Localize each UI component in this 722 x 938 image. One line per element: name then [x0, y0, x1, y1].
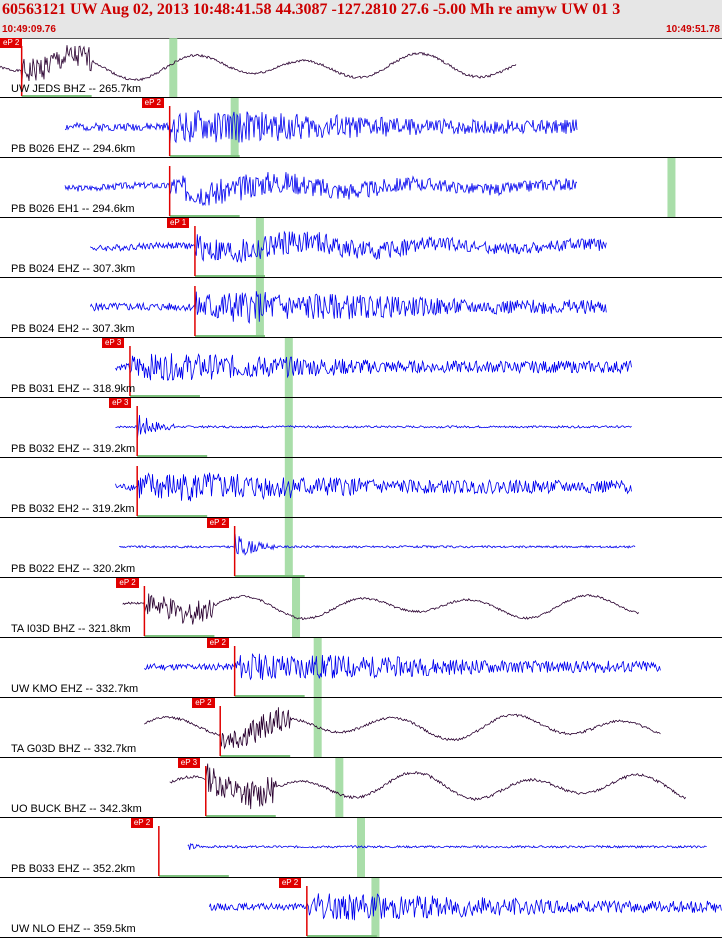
record-header: 60563121 UW Aug 02, 2013 10:48:41.58 44.…: [0, 0, 722, 39]
waveform-plot: [89, 278, 607, 337]
trace-row[interactable]: eP 3 UO BUCK BHZ -- 342.3km: [0, 758, 722, 818]
station-label: TA I03D BHZ -- 321.8km: [11, 623, 131, 635]
phase-pick-label[interactable]: eP 3: [177, 758, 201, 768]
waveform-trace: [144, 707, 661, 750]
trace-row[interactable]: PB B026 EH1 -- 294.6km: [0, 158, 722, 218]
time-window-marker[interactable]: [667, 158, 676, 218]
trace-row[interactable]: PB B032 EH2 -- 319.2km: [0, 458, 722, 518]
waveform-trace: [64, 109, 578, 144]
time-window-marker[interactable]: [255, 218, 264, 278]
phase-pick-label[interactable]: eP 2: [130, 818, 154, 828]
waveform-trace: [122, 593, 640, 625]
station-label: PB B031 EHZ -- 318.9km: [11, 383, 136, 395]
trace-row[interactable]: eP 2 UW KMO EHZ -- 332.7km: [0, 638, 722, 698]
trace-row[interactable]: eP 3 PB B031 EHZ -- 318.9km: [0, 338, 722, 398]
waveform-plot: [90, 218, 607, 278]
station-label: PB B032 EHZ -- 319.2km: [11, 443, 136, 455]
waveform-trace: [144, 652, 661, 681]
waveform-plot: [169, 758, 687, 818]
station-label: UO BUCK BHZ -- 342.3km: [11, 803, 142, 815]
time-window-marker[interactable]: [284, 458, 293, 518]
time-window-marker[interactable]: [292, 578, 301, 638]
phase-pick-label[interactable]: eP 3: [101, 338, 125, 348]
waveform-trace: [89, 291, 607, 324]
waveform-plot: [144, 698, 661, 758]
station-label: TA G03D BHZ -- 332.7km: [11, 743, 137, 755]
trace-row[interactable]: eP 1 PB B024 EHZ -- 307.3km: [0, 218, 722, 278]
waveform-plot: [209, 878, 722, 937]
waveform-plot: [115, 458, 632, 518]
waveform-trace: [169, 763, 687, 810]
phase-pick-label[interactable]: eP 2: [278, 878, 302, 888]
waveform-trace: [119, 533, 636, 556]
time-window-marker[interactable]: [230, 98, 239, 158]
station-label: PB B026 EH1 -- 294.6km: [11, 203, 135, 215]
trace-row[interactable]: eP 2 TA I03D BHZ -- 321.8km: [0, 578, 722, 638]
time-window-marker[interactable]: [357, 818, 365, 878]
phase-pick-label[interactable]: eP 1: [166, 218, 190, 228]
waveform-plot: [0, 38, 517, 98]
station-label: PB B033 EHZ -- 352.2km: [11, 863, 136, 875]
waveform-trace: [115, 472, 632, 502]
waveform-trace: [115, 353, 632, 381]
time-window-marker[interactable]: [335, 758, 344, 818]
station-label: UW JEDS BHZ -- 265.7km: [11, 83, 142, 95]
time-window-marker[interactable]: [284, 398, 293, 458]
trace-row[interactable]: PB B024 EH2 -- 307.3km: [0, 278, 722, 338]
trace-row[interactable]: eP 2 UW JEDS BHZ -- 265.7km: [0, 38, 722, 98]
trace-row[interactable]: eP 2 TA G03D BHZ -- 332.7km: [0, 698, 722, 758]
event-title: 60563121 UW Aug 02, 2013 10:48:41.58 44.…: [2, 1, 621, 18]
waveform-trace: [209, 893, 722, 921]
station-label: PB B024 EHZ -- 307.3km: [11, 263, 136, 275]
waveform-trace: [0, 45, 517, 82]
phase-pick-label[interactable]: eP 2: [0, 38, 23, 48]
waveform-trace: [115, 414, 632, 438]
station-label: UW NLO EHZ -- 359.5km: [11, 923, 136, 935]
waveform-plot: [64, 98, 578, 158]
time-window-marker[interactable]: [313, 638, 322, 698]
station-label: PB B022 EHZ -- 320.2km: [11, 563, 136, 575]
phase-pick-label[interactable]: eP 2: [206, 518, 229, 528]
trace-row[interactable]: eP 2 PB B033 EHZ -- 352.2km: [0, 818, 722, 878]
end-time-label: 10:49:51.78: [666, 24, 720, 35]
waveform-trace: [187, 842, 707, 850]
phase-pick-label[interactable]: eP 2: [141, 98, 164, 108]
waveform-trace: [90, 230, 607, 264]
waveform-trace: [64, 172, 578, 207]
waveform-plot: [119, 518, 636, 577]
station-label: PB B024 EH2 -- 307.3km: [11, 323, 135, 335]
trace-row[interactable]: eP 2 UW NLO EHZ -- 359.5km: [0, 878, 722, 938]
seismogram-panel: eP 2 UW JEDS BHZ -- 265.7km eP 2 PB B026 EH…: [0, 38, 722, 938]
phase-pick-label[interactable]: eP 2: [206, 638, 229, 648]
station-label: PB B032 EH2 -- 319.2km: [11, 503, 135, 515]
station-label: UW KMO EHZ -- 332.7km: [11, 683, 139, 695]
waveform-plot: [64, 158, 676, 218]
start-time-label: 10:49:09.76: [2, 24, 56, 35]
station-label: PB B026 EHZ -- 294.6km: [11, 143, 136, 155]
trace-row[interactable]: eP 2 PB B022 EHZ -- 320.2km: [0, 518, 722, 578]
time-window-marker[interactable]: [169, 38, 178, 98]
trace-row[interactable]: eP 2 PB B026 EHZ -- 294.6km: [0, 98, 722, 158]
waveform-plot: [115, 338, 632, 397]
time-window-marker[interactable]: [313, 698, 322, 758]
trace-row[interactable]: eP 3 PB B032 EHZ -- 319.2km: [0, 398, 722, 458]
phase-pick-label[interactable]: eP 2: [116, 578, 139, 588]
waveform-plot: [144, 638, 661, 698]
waveform-plot: [122, 578, 640, 638]
waveform-plot: [158, 818, 707, 878]
phase-pick-label[interactable]: eP 2: [192, 698, 215, 708]
waveform-plot: [115, 398, 632, 458]
phase-pick-label[interactable]: eP 3: [109, 398, 132, 408]
